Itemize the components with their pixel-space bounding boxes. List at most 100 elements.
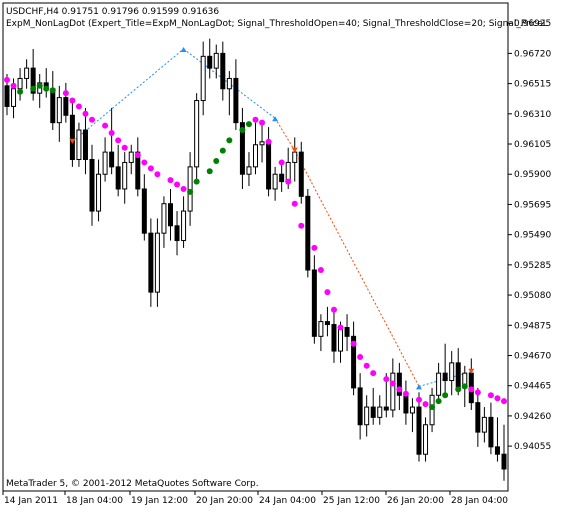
candle-body [69, 114, 75, 160]
candle [122, 152, 128, 204]
candle [24, 59, 30, 89]
sell-arrow [69, 138, 76, 144]
indicator-dot [62, 90, 69, 97]
candle-body [494, 446, 500, 455]
time-tick-label: 26 Jan 20:00 [387, 496, 444, 506]
candle-body [174, 225, 180, 242]
candle-body [161, 203, 167, 234]
candle-body [167, 203, 173, 227]
indicator-dot [357, 353, 364, 360]
indicator-dot [36, 82, 43, 89]
indicator-dot [252, 116, 259, 123]
time-tick-label: 14 Jan 2011 [4, 496, 58, 506]
price-axis: 0.96925 0.96720 0.96515 0.96310 0.96105 0.959… [508, 19, 551, 452]
candle-body [63, 97, 69, 116]
indicator-dot [298, 222, 305, 229]
symbol-info: USDCHF,H4 0.91751 0.91796 0.91599 0.9163… [6, 7, 219, 17]
price-tick-label: 0.94260 [514, 412, 551, 422]
indicator-dot [494, 395, 501, 402]
candle [318, 314, 324, 352]
signal-line [72, 48, 184, 143]
indicator-dot [350, 340, 357, 347]
indicator-dot [4, 76, 10, 83]
candle [501, 424, 507, 481]
candle-body [102, 151, 108, 175]
candle-body [109, 151, 115, 168]
candle [442, 343, 448, 396]
price-tick-label: 0.96105 [514, 140, 551, 150]
candle-body [56, 97, 62, 124]
candle-body [76, 129, 82, 160]
candle [246, 152, 252, 187]
candle [141, 174, 147, 241]
price-tick-label: 0.95695 [514, 200, 551, 210]
indicator-dot [455, 386, 462, 393]
candle [253, 122, 258, 175]
indicator-dot [259, 119, 266, 126]
candle-body [181, 210, 187, 242]
indicator-dot [206, 168, 213, 175]
time-tick-label: 24 Jan 04:00 [259, 496, 316, 506]
candle [174, 211, 180, 256]
price-tick-label: 0.95490 [514, 231, 551, 241]
indicator-dot [30, 85, 37, 92]
candle [181, 196, 187, 248]
indicator-dot [422, 401, 429, 408]
price-tick-label: 0.94055 [514, 442, 551, 452]
candle-body [30, 67, 36, 94]
candle-body [24, 67, 30, 79]
candle-body [377, 406, 383, 418]
indicator-dot [75, 103, 82, 110]
time-tick-label: 20 Jan 20:00 [196, 496, 253, 506]
candle [200, 41, 206, 116]
sell-arrow [291, 147, 298, 153]
candle [331, 306, 337, 363]
candle-body [292, 151, 298, 163]
candle [233, 59, 239, 131]
candle-body [194, 100, 200, 168]
candle-body [220, 52, 226, 90]
candle-body [318, 321, 324, 337]
candle-body [311, 269, 317, 337]
indicator-dot [363, 362, 370, 369]
indicator-dot [213, 157, 220, 164]
candle-body [344, 326, 350, 337]
candle-body [246, 166, 252, 175]
candle [481, 407, 487, 443]
candle-body [501, 453, 507, 470]
plot-frame [2, 2, 509, 492]
candle [370, 387, 376, 425]
candle-body [390, 372, 396, 411]
candle-body [115, 166, 121, 190]
buy-arrow [415, 384, 422, 390]
price-tick-label: 0.95900 [514, 170, 551, 180]
candle-body [416, 406, 422, 455]
indicator-dot [461, 383, 468, 390]
candle [377, 395, 383, 425]
price-tick-label: 0.95285 [514, 261, 551, 271]
indicator-dot [69, 97, 76, 104]
candle-body [148, 232, 154, 293]
candle [30, 48, 36, 101]
indicator-dots [4, 76, 507, 411]
candle [324, 306, 330, 337]
buy-arrow [272, 116, 279, 122]
indicator-dot [82, 110, 89, 117]
candle-body [226, 77, 232, 90]
indicator-dot [396, 386, 403, 393]
indicator-dot [102, 122, 109, 129]
indicator-dot [43, 85, 50, 92]
candle-body [481, 416, 487, 433]
candle-body [154, 232, 160, 293]
indicator-dot [291, 200, 298, 207]
candle [351, 321, 357, 396]
candle [63, 82, 69, 123]
candle [102, 137, 108, 182]
candle-body [383, 406, 389, 411]
candle [76, 122, 82, 167]
candle-body [207, 55, 213, 69]
candle [416, 392, 422, 462]
indicator-dot [435, 398, 442, 405]
